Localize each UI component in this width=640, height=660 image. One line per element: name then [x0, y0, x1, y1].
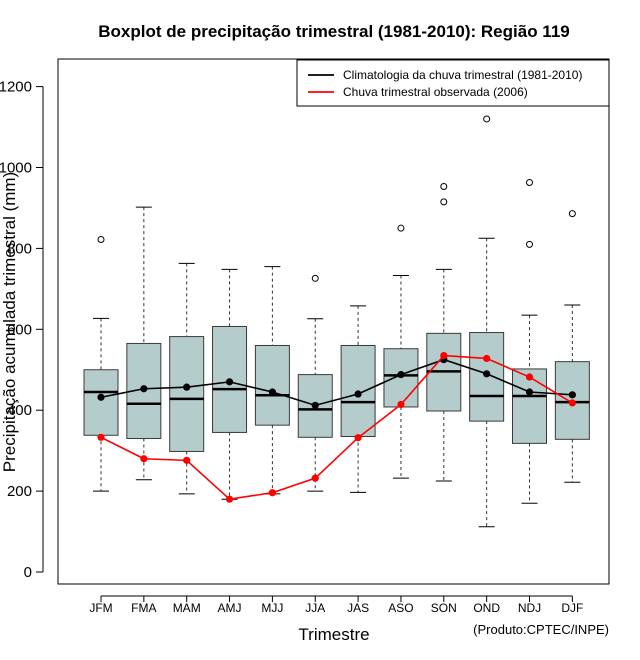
box-mjj: [254, 266, 290, 495]
series-point: [568, 391, 576, 399]
box-iqr: [83, 369, 119, 436]
credit-text: (Produto:CPTEC/INPE): [473, 622, 609, 637]
series-point: [525, 373, 534, 381]
x-tick-label: JAS: [347, 601, 369, 615]
x-tick-label: JFM: [89, 601, 112, 615]
plot-area: [57, 58, 610, 585]
y-tick-label: 800: [7, 240, 32, 257]
outlier-point: [311, 274, 319, 282]
series-point: [483, 370, 491, 378]
observed-series: [97, 351, 576, 503]
series-point: [440, 351, 448, 360]
x-tick-label: NDJ: [518, 601, 541, 615]
x-tick-label: OND: [473, 601, 500, 615]
x-tick-label: MJJ: [261, 601, 283, 615]
x-axis: JFM FMA MAM AMJ MJJ JJA JAS ASO SON OND NDJ DJF: [89, 595, 583, 615]
legend-label: Climatologia da chuva trimestral (1981-2…: [343, 68, 582, 82]
legend-label: Chuva trimestral observada (2006): [343, 85, 528, 99]
series-line: [100, 354, 573, 501]
series-lines: [97, 351, 576, 503]
y-tick-label: 1200: [0, 79, 32, 96]
series-point: [483, 354, 491, 363]
y-tick-label: 200: [7, 483, 32, 500]
y-tick-label: 1000: [0, 160, 32, 177]
box-iqr: [254, 344, 290, 426]
box-ndj: [512, 178, 547, 504]
series-point: [183, 383, 191, 391]
x-tick-label: MAM: [173, 601, 201, 615]
box-fma: [126, 206, 162, 481]
series-point: [183, 456, 191, 464]
x-axis-label: Trimestre: [298, 625, 369, 644]
outlier-point: [526, 178, 533, 186]
series-point: [568, 399, 576, 407]
series-point: [311, 401, 319, 409]
box-jfm: [83, 236, 119, 492]
series-point: [311, 474, 319, 482]
y-tick-label: 0: [24, 564, 32, 581]
box-djf: [554, 210, 590, 483]
series-point: [225, 378, 234, 386]
box-ond: [469, 115, 505, 528]
box-jja: [297, 274, 333, 492]
y-tick-label: 400: [7, 402, 32, 419]
box-iqr: [512, 368, 547, 444]
box-son: [426, 183, 462, 482]
x-tick-label: DJF: [561, 601, 583, 615]
series-point: [97, 393, 105, 401]
series-point: [268, 388, 276, 396]
series-point: [140, 385, 148, 393]
x-tick-label: JJA: [305, 601, 325, 615]
legend-box: [296, 59, 610, 107]
legend: Climatologia da chuva trimestral (1981-2…: [296, 59, 610, 107]
x-tick-label: AMJ: [218, 601, 242, 615]
outlier-point: [568, 210, 576, 218]
x-tick-label: FMA: [131, 601, 156, 615]
series-point: [397, 371, 405, 379]
outlier-point: [397, 224, 405, 232]
y-axis-label: Precipitação acumulada trimestral (mm): [0, 172, 19, 472]
box-jas: [340, 305, 376, 493]
chart-title: Boxplot de precipitação trimestral (1981…: [98, 22, 569, 41]
series-point: [525, 388, 534, 396]
y-axis: 0 200 400 600 800 1000 1200: [0, 79, 44, 581]
series-line: [100, 358, 573, 407]
series-point: [354, 390, 362, 398]
x-tick-label: ASO: [388, 601, 413, 615]
climatology-series: [97, 356, 576, 409]
outlier-point: [526, 240, 533, 248]
series-point: [225, 495, 234, 503]
boxes: [83, 115, 590, 528]
box-iqr: [169, 336, 205, 452]
x-tick-label: SON: [431, 601, 457, 615]
outlier-point: [97, 236, 105, 244]
series-point: [397, 400, 405, 409]
outlier-point: [440, 183, 448, 191]
series-point: [140, 455, 148, 463]
series-point: [268, 489, 276, 497]
y-tick-label: 600: [7, 321, 32, 338]
outlier-point: [440, 198, 448, 206]
series-point: [97, 433, 105, 441]
box-aso: [383, 224, 419, 479]
series-point: [354, 434, 362, 442]
outlier-point: [483, 115, 491, 123]
